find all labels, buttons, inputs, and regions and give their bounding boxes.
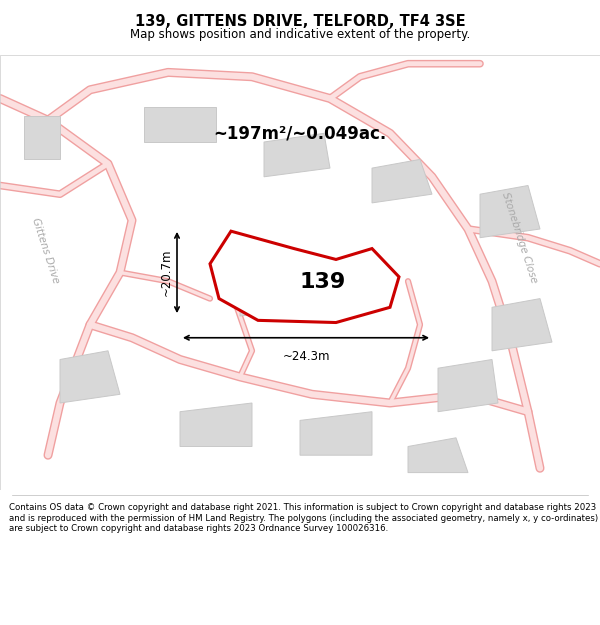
Polygon shape (24, 116, 60, 159)
Text: ~197m²/~0.049ac.: ~197m²/~0.049ac. (214, 124, 386, 142)
Text: Stonebridge Close: Stonebridge Close (500, 191, 538, 284)
Text: ~24.3m: ~24.3m (282, 350, 330, 363)
Text: Contains OS data © Crown copyright and database right 2021. This information is : Contains OS data © Crown copyright and d… (9, 504, 598, 533)
Text: 139, GITTENS DRIVE, TELFORD, TF4 3SE: 139, GITTENS DRIVE, TELFORD, TF4 3SE (134, 14, 466, 29)
Polygon shape (144, 107, 216, 142)
Polygon shape (180, 403, 252, 446)
Polygon shape (264, 133, 330, 177)
Polygon shape (210, 231, 399, 322)
Text: 139: 139 (299, 272, 346, 292)
Text: Map shows position and indicative extent of the property.: Map shows position and indicative extent… (130, 28, 470, 41)
Polygon shape (300, 412, 372, 455)
Text: Gittens Drive: Gittens Drive (29, 217, 61, 285)
Polygon shape (438, 359, 498, 412)
Polygon shape (492, 299, 552, 351)
Text: ~20.7m: ~20.7m (160, 249, 173, 296)
Polygon shape (240, 264, 324, 316)
Polygon shape (480, 186, 540, 238)
Polygon shape (408, 438, 468, 472)
Polygon shape (372, 159, 432, 203)
Polygon shape (60, 351, 120, 403)
